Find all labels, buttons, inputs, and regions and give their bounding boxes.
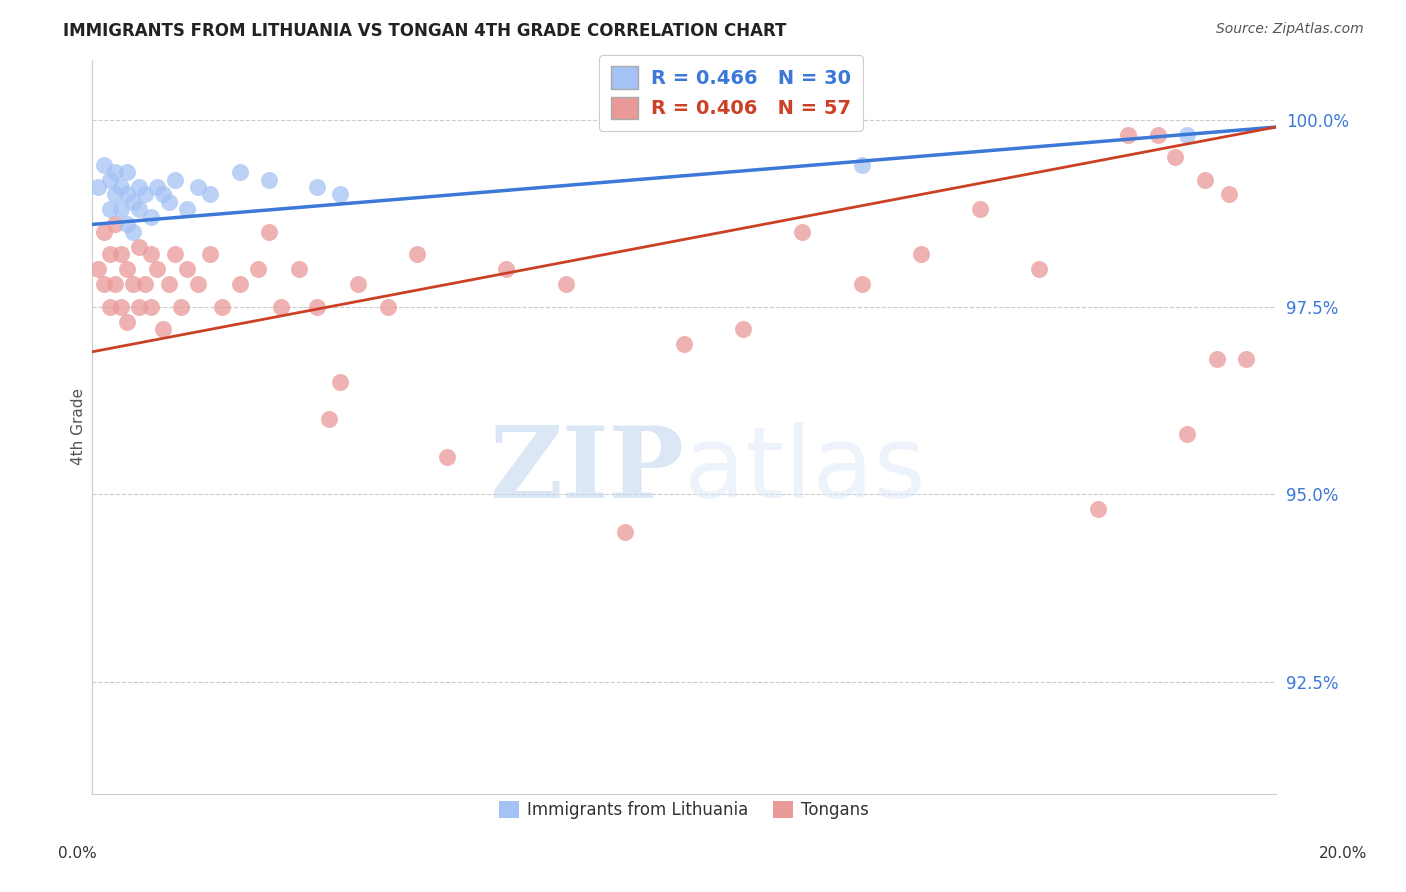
Point [733, 322, 755, 336]
Point [117, 262, 139, 277]
Point [93, 225, 115, 239]
Point [139, 210, 162, 224]
Point [200, 247, 222, 261]
Point [176, 262, 198, 277]
Point [406, 247, 429, 261]
Point [139, 300, 162, 314]
Point [1175, 427, 1198, 442]
Point [93, 277, 115, 292]
Text: IMMIGRANTS FROM LITHUANIA VS TONGAN 4TH GRADE CORRELATION CHART: IMMIGRANTS FROM LITHUANIA VS TONGAN 4TH … [63, 22, 786, 40]
Point [110, 247, 132, 261]
Point [122, 225, 145, 239]
Point [163, 172, 186, 186]
Point [128, 300, 150, 314]
Point [329, 187, 352, 202]
Text: ZIP: ZIP [489, 423, 683, 519]
Point [98, 300, 121, 314]
Point [305, 180, 328, 194]
Point [554, 277, 576, 292]
Point [259, 225, 281, 239]
Point [613, 524, 636, 539]
Point [146, 180, 169, 194]
Point [377, 300, 399, 314]
Point [288, 262, 311, 277]
Point [146, 262, 169, 277]
Point [1028, 262, 1050, 277]
Point [672, 337, 695, 351]
Point [1175, 128, 1198, 142]
Text: Source: ZipAtlas.com: Source: ZipAtlas.com [1216, 22, 1364, 37]
Point [87, 180, 110, 194]
Point [259, 172, 281, 186]
Point [117, 165, 139, 179]
Point [495, 262, 517, 277]
Point [110, 202, 132, 217]
Point [128, 202, 150, 217]
Point [246, 262, 269, 277]
Point [122, 277, 145, 292]
Legend: Immigrants from Lithuania, Tongans: Immigrants from Lithuania, Tongans [492, 795, 876, 826]
Point [139, 247, 162, 261]
Point [117, 315, 139, 329]
Point [169, 300, 191, 314]
Point [117, 187, 139, 202]
Point [200, 187, 222, 202]
Point [1236, 352, 1258, 367]
Point [436, 450, 458, 464]
Point [117, 218, 139, 232]
Point [792, 225, 814, 239]
Point [128, 240, 150, 254]
Point [104, 218, 127, 232]
Point [910, 247, 932, 261]
Point [211, 300, 233, 314]
Point [98, 247, 121, 261]
Point [187, 180, 209, 194]
Point [1087, 502, 1109, 516]
Point [152, 187, 174, 202]
Point [1205, 352, 1227, 367]
Point [157, 194, 180, 209]
Point [229, 165, 252, 179]
Point [104, 277, 127, 292]
Point [347, 277, 370, 292]
Point [157, 277, 180, 292]
Point [305, 300, 328, 314]
Point [104, 187, 127, 202]
Text: atlas: atlas [683, 423, 925, 519]
Point [318, 412, 340, 426]
Text: 20.0%: 20.0% [1319, 847, 1367, 861]
Point [104, 165, 127, 179]
Point [1194, 172, 1216, 186]
Point [152, 322, 174, 336]
Point [110, 180, 132, 194]
Point [87, 262, 110, 277]
Text: 0.0%: 0.0% [58, 847, 97, 861]
Point [163, 247, 186, 261]
Point [110, 300, 132, 314]
Point [1218, 187, 1240, 202]
Point [969, 202, 991, 217]
Point [1146, 128, 1168, 142]
Point [1164, 150, 1187, 164]
Point [270, 300, 292, 314]
Point [93, 157, 115, 171]
Point [122, 194, 145, 209]
Point [134, 277, 156, 292]
Point [229, 277, 252, 292]
Point [176, 202, 198, 217]
Point [134, 187, 156, 202]
Point [851, 277, 873, 292]
Point [98, 172, 121, 186]
Point [128, 180, 150, 194]
Point [329, 375, 352, 389]
Point [1116, 128, 1139, 142]
Y-axis label: 4th Grade: 4th Grade [72, 388, 86, 466]
Point [187, 277, 209, 292]
Point [851, 157, 873, 171]
Point [98, 202, 121, 217]
